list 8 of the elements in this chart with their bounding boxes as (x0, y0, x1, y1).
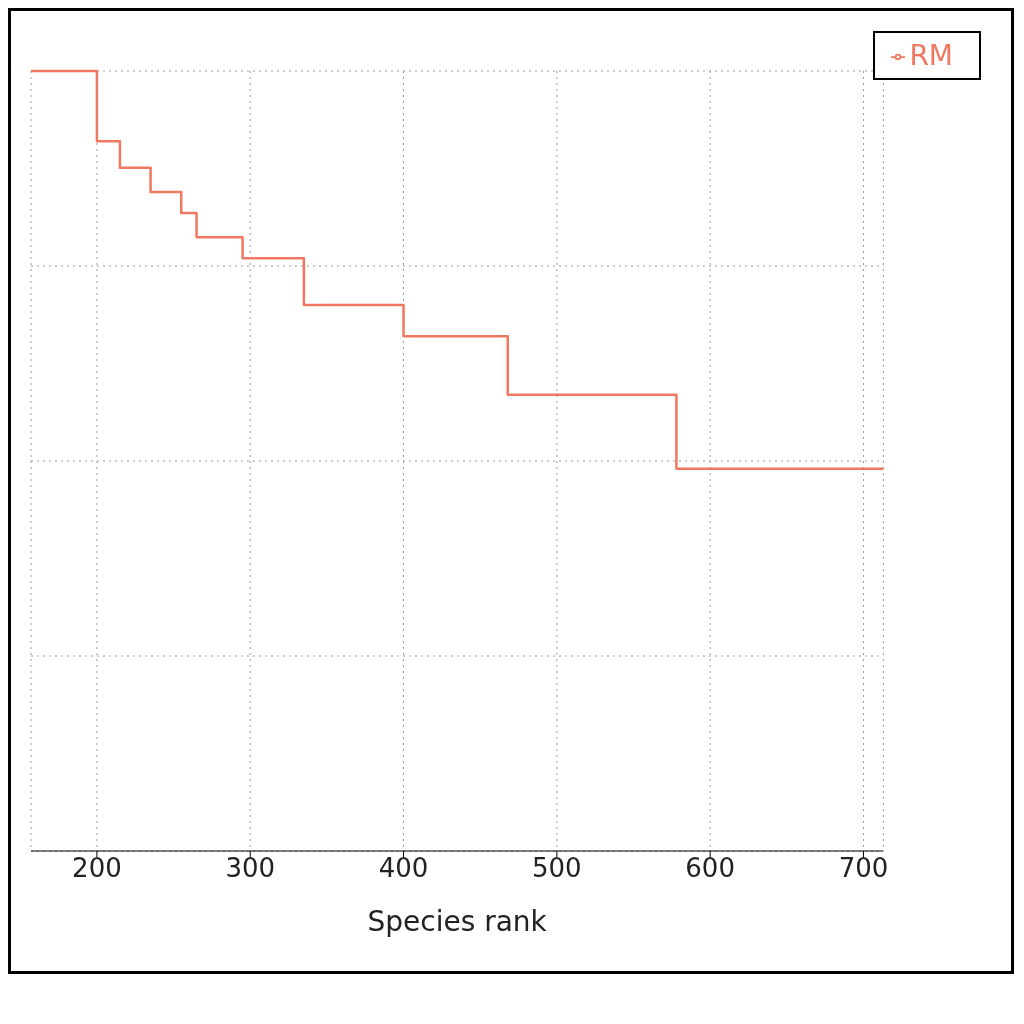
x-tick-label: 400 (378, 853, 429, 884)
x-tick-label: 600 (685, 853, 735, 884)
x-tick-label: 700 (838, 853, 889, 884)
x-axis-title: Species rank (367, 905, 548, 938)
legend-label: RM (909, 39, 953, 72)
x-tick-label: 200 (72, 853, 122, 884)
x-tick-label: 300 (225, 853, 276, 884)
x-tick-label: 500 (532, 853, 582, 884)
